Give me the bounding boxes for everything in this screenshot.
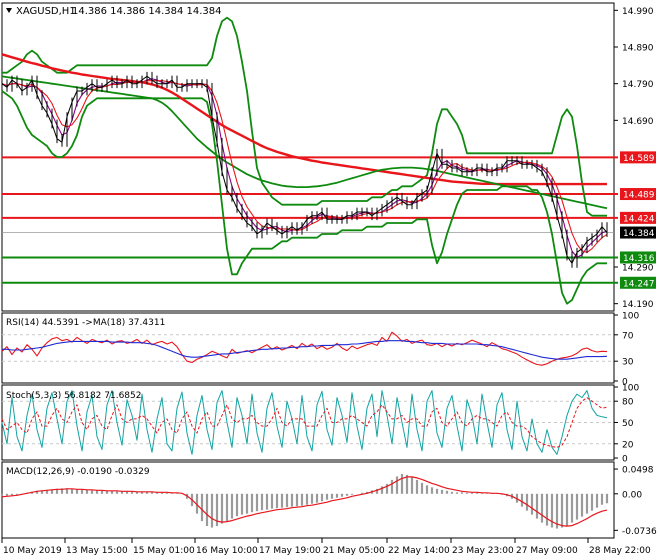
stoch-label: Stoch(5,3,3) 56.8182 71.6852 bbox=[6, 391, 141, 401]
time-tick-label: 22 May 14:00 bbox=[388, 546, 450, 556]
macd-tick-label: 0.0498 bbox=[622, 466, 654, 476]
rsi-label: RSI(14) 44.5391 ->MA(18) 37.4311 bbox=[6, 318, 165, 328]
ohlc-readout: 14.386 14.386 14.384 14.384 bbox=[72, 6, 222, 17]
macd-panel-frame bbox=[1, 461, 615, 539]
macd-label: MACD(12,26,9) -0.0190 -0.0329 bbox=[6, 467, 150, 477]
level-tag bbox=[620, 211, 656, 224]
time-tick-label: 17 May 19:00 bbox=[259, 546, 321, 556]
macd-tick-label: -0.0736 bbox=[622, 527, 657, 537]
time-tick-label: 10 May 2019 bbox=[3, 546, 62, 556]
time-tick-label: 13 May 15:00 bbox=[66, 546, 128, 556]
current-price-tag-label: 14.384 bbox=[623, 229, 655, 239]
time-tick-label: 15 May 01:00 bbox=[133, 546, 195, 556]
price-tick-label: 14.790 bbox=[622, 80, 654, 90]
time-tick-label: 21 May 05:00 bbox=[323, 546, 385, 556]
price-tick-label: 14.890 bbox=[622, 44, 654, 54]
ma-slow-line bbox=[1, 53, 607, 186]
symbol-menu-icon bbox=[6, 8, 12, 13]
stoch-tick-label: 100 bbox=[622, 384, 639, 394]
price-tick-label: 14.990 bbox=[622, 7, 654, 17]
level-tag-label: 14.489 bbox=[623, 191, 655, 201]
current-price-tag bbox=[620, 226, 656, 239]
rsi-tick-label: 30 bbox=[622, 358, 634, 368]
rsi-ma-line bbox=[2, 340, 608, 360]
ma-mid-line bbox=[1, 75, 608, 210]
time-tick-label: 16 May 10:00 bbox=[196, 546, 258, 556]
stoch-d-line bbox=[1, 397, 608, 448]
rsi-tick-label: 70 bbox=[622, 331, 634, 341]
level-tag bbox=[620, 151, 656, 164]
bollinger-upper-line bbox=[2, 16, 607, 217]
bollinger-lower-line bbox=[1, 90, 607, 305]
time-tick-label: 28 May 22:00 bbox=[589, 546, 651, 556]
rsi-line bbox=[1, 331, 608, 366]
rsi-tick-label: 0 bbox=[622, 378, 628, 388]
time-tick-label: 27 May 09:00 bbox=[516, 546, 578, 556]
chart-title: XAGUSD,H1 bbox=[16, 6, 76, 17]
price-tick-label: 14.690 bbox=[622, 117, 654, 127]
price-tick-label: 14.290 bbox=[622, 264, 654, 274]
macd-tick-label: 0.00 bbox=[622, 490, 642, 500]
price-tick-label: 14.190 bbox=[622, 300, 654, 310]
macd-signal-line bbox=[1, 476, 608, 527]
level-tag bbox=[620, 276, 656, 289]
level-tag-label: 14.316 bbox=[623, 254, 655, 264]
time-tick-label: 23 May 23:00 bbox=[452, 546, 514, 556]
stoch-tick-label: 50 bbox=[622, 419, 634, 429]
ma-fast-line bbox=[1, 78, 608, 258]
rsi-panel-frame bbox=[1, 312, 615, 384]
stoch-tick-label: 20 bbox=[622, 440, 634, 450]
level-tag bbox=[620, 188, 656, 201]
level-tag-label: 14.424 bbox=[623, 214, 655, 224]
rsi-tick-label: 100 bbox=[622, 312, 639, 322]
stoch-k-line bbox=[1, 390, 608, 455]
price-line bbox=[1, 75, 608, 264]
level-tag bbox=[620, 251, 656, 264]
stoch-tick-label: 80 bbox=[622, 398, 634, 408]
level-tag-label: 14.589 bbox=[623, 154, 655, 164]
stoch-tick-label: 0 bbox=[622, 455, 628, 465]
level-tag-label: 14.247 bbox=[623, 279, 655, 289]
